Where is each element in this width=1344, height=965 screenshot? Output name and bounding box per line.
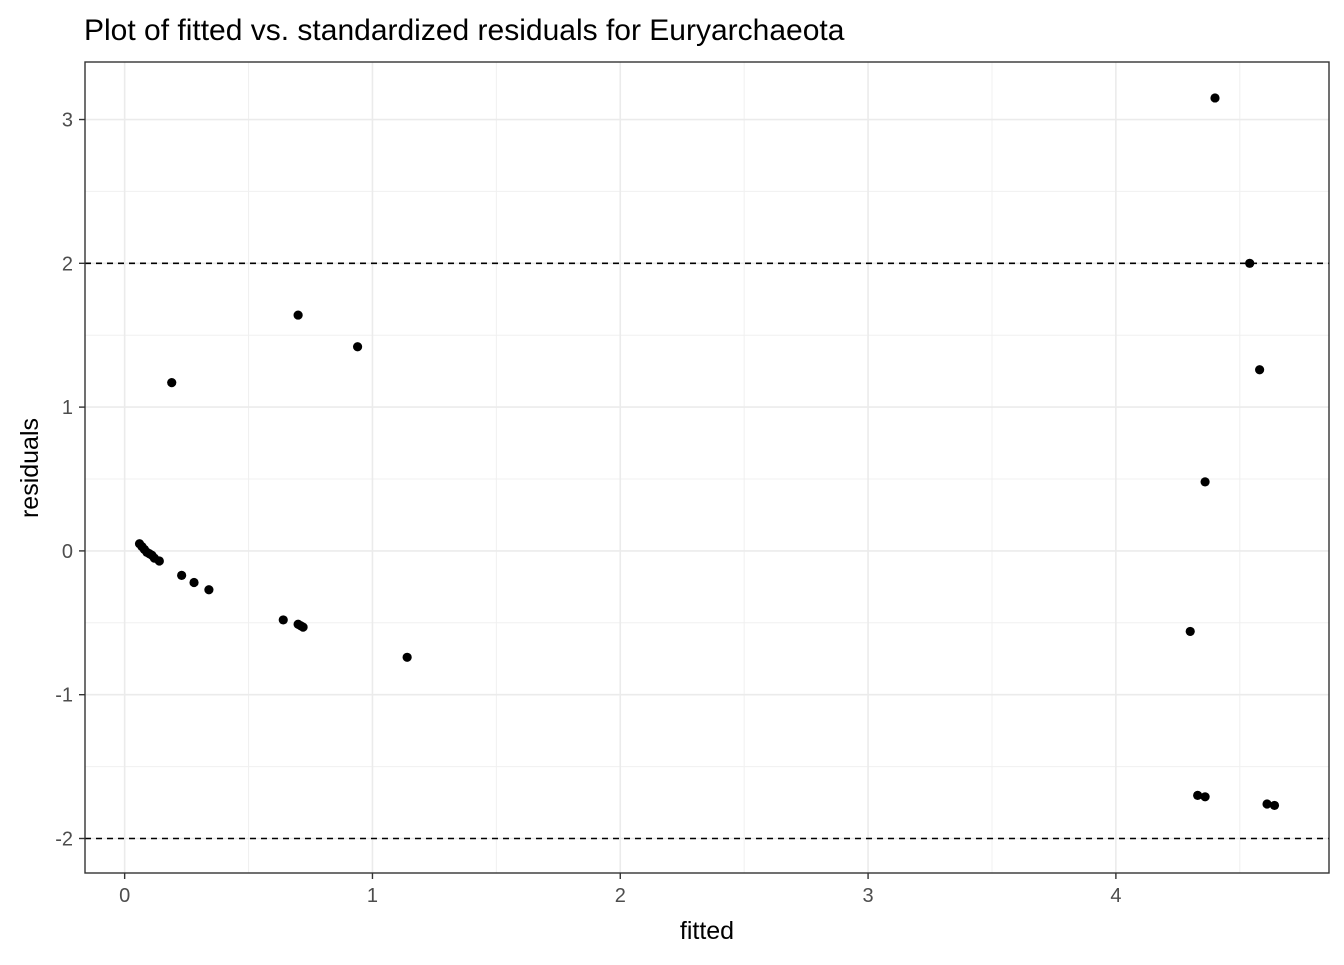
data-point [1193,790,1203,800]
data-point [177,570,187,580]
y-tick-label: 2 [62,253,73,275]
x-tick-label: 1 [367,885,378,907]
y-tick-label: 0 [62,541,73,563]
chart-title: Plot of fitted vs. standardized residual… [84,14,845,47]
data-point [189,577,199,588]
data-point [1262,799,1272,809]
data-point [167,378,177,388]
data-point [154,556,164,566]
x-tick-label: 0 [119,885,130,907]
data-point [402,652,412,662]
data-point [204,585,214,595]
data-point [298,622,308,632]
data-point [293,310,303,320]
data-point [352,342,363,352]
y-axis-title: residuals [16,418,44,518]
data-point [1245,258,1255,268]
panel-border [84,61,1330,874]
data-point [278,615,288,625]
data-point [1185,626,1195,637]
y-tick-label: -2 [55,828,73,850]
y-tick-label: 1 [62,397,73,419]
y-tick-label: -1 [55,685,73,707]
reference-lines [85,262,1329,840]
data-point [1200,477,1210,487]
x-tick-label: 4 [1110,885,1121,907]
data-point [1200,792,1210,802]
data-point [1255,365,1265,375]
grid [85,62,1329,873]
data-points [134,93,1280,811]
x-tick-label: 3 [863,885,874,907]
data-point [1269,800,1280,811]
axes: 0 1 2 3 4 -2 -1 0 1 2 3 [55,110,1121,907]
data-point [1210,93,1220,103]
x-tick-label: 2 [615,885,626,907]
x-axis-title: fitted [680,917,734,945]
y-tick-label: 3 [62,110,73,132]
